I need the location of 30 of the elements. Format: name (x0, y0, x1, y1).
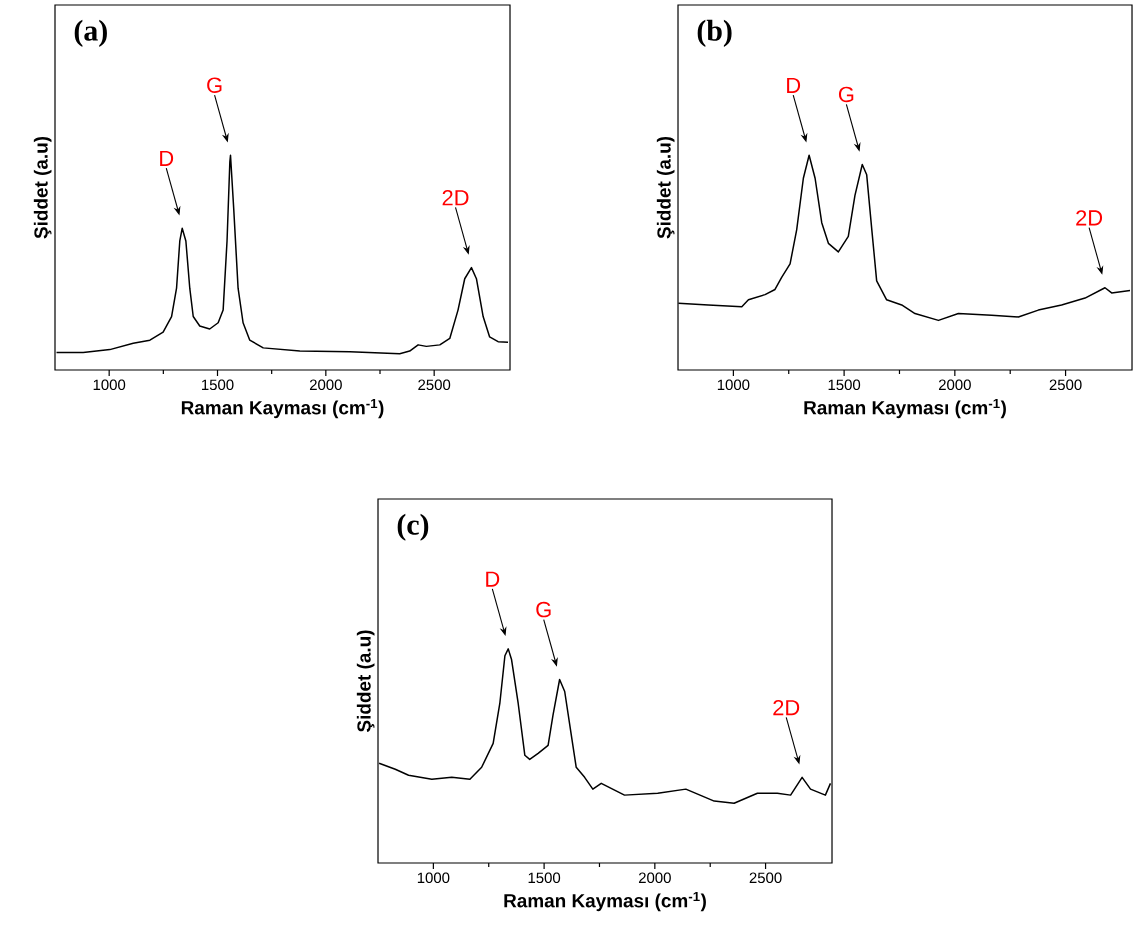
annotation: 2D (773, 699, 800, 716)
annotation: D (787, 77, 801, 93)
annotation: D (160, 150, 174, 166)
x-tick-label: 1500 (828, 379, 861, 391)
chart-title: (a) (74, 19, 107, 47)
x-tick-label: 1000 (417, 872, 450, 884)
chart-title: (b) (697, 19, 732, 47)
annotation: 2D (1076, 210, 1103, 226)
annotation: G (536, 601, 551, 618)
x-tick-label: 1000 (93, 379, 126, 391)
annotation: 2D (442, 189, 469, 206)
y-axis-title: Şiddet (a.u) (656, 136, 675, 239)
annotation: G (838, 86, 854, 103)
x-tick-label: 2000 (638, 872, 671, 884)
chart-title: (c) (397, 513, 429, 541)
x-axis-title: Raman Kayması (cm$^{-1}$) (804, 398, 1006, 419)
x-tick-label: 2000 (938, 379, 971, 391)
annotation: G (207, 77, 222, 93)
x-tick-label: 1500 (528, 872, 561, 884)
x-tick-label: 1000 (717, 379, 750, 391)
x-axis-title: Raman Kayması (cm$^{-1}$) (181, 398, 384, 419)
x-tick-label: 2500 (1049, 379, 1082, 391)
y-axis-title: Şiddet (a.u) (33, 136, 52, 239)
x-tick-label: 2500 (418, 379, 451, 391)
x-axis-title: Raman Kayması (cm$^{-1}$) (504, 891, 706, 912)
x-tick-label: 2000 (309, 379, 342, 391)
annotation: D (486, 571, 500, 587)
x-tick-label: 2500 (749, 872, 782, 884)
y-axis-title: Şiddet (a.u) (356, 630, 375, 732)
x-tick-label: 1500 (202, 379, 234, 391)
